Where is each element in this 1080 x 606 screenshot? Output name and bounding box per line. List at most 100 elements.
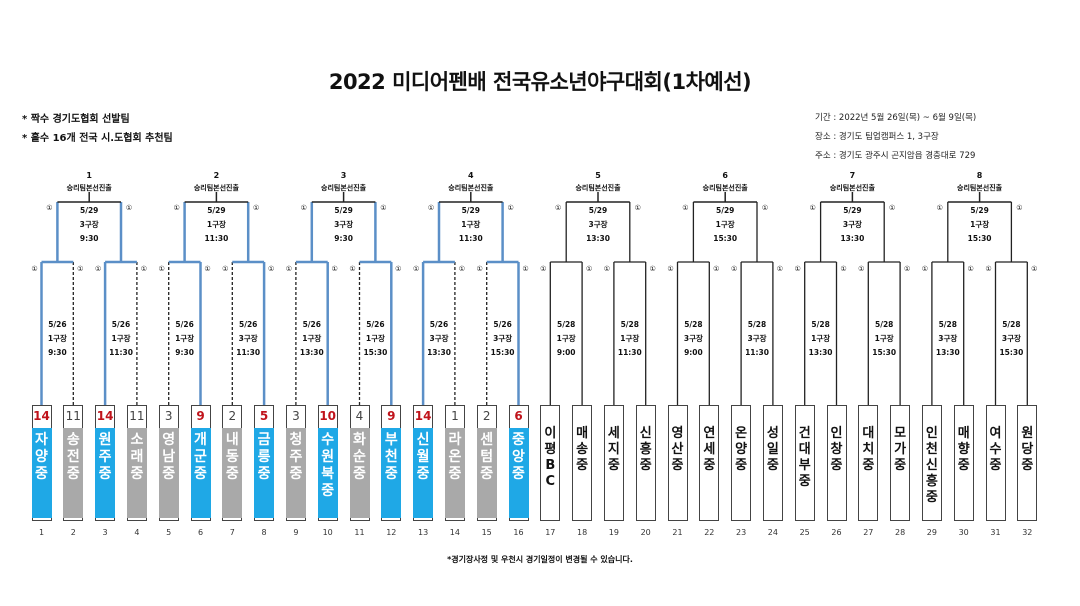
round-marker: ① — [77, 265, 83, 273]
round-marker: ① — [731, 265, 737, 273]
team-box-27 — [858, 405, 879, 521]
match-info: 3구장 — [429, 333, 448, 343]
team-score: 6 — [514, 409, 523, 423]
round-marker: ① — [126, 204, 132, 212]
round-marker: ① — [413, 265, 419, 273]
team-score: 14 — [33, 409, 50, 423]
match-info: 1구장 — [366, 333, 385, 343]
team-score: 3 — [292, 409, 300, 423]
match-info: 11:30 — [618, 348, 642, 357]
group-number: 4 — [468, 171, 474, 180]
round-marker: ① — [635, 204, 641, 212]
match-info: 9:00 — [684, 348, 703, 357]
match-info: 13:30 — [300, 348, 324, 357]
match-info: 1구장 — [875, 333, 894, 343]
match-info: 1구장 — [175, 333, 194, 343]
round-marker: ① — [840, 265, 846, 273]
match-info: 11:30 — [109, 348, 133, 357]
group-number: 6 — [722, 171, 728, 180]
group-number: 8 — [977, 171, 983, 180]
group-number: 2 — [214, 171, 220, 180]
slot-number: 9 — [293, 528, 299, 537]
slot-number: 21 — [672, 528, 683, 537]
final-info: 5/29 — [970, 206, 988, 215]
round-marker: ① — [332, 265, 338, 273]
round-marker: ① — [1031, 265, 1037, 273]
group-number: 1 — [86, 171, 92, 180]
team-score: 14 — [414, 409, 432, 423]
match-info: 5/26 — [175, 320, 193, 329]
team-box-31 — [985, 405, 1006, 521]
advance-label: 승리팀본선진출 — [194, 183, 240, 192]
round-marker: ① — [507, 204, 513, 212]
match-info: 5/28 — [621, 320, 639, 329]
final-info: 5/29 — [80, 206, 98, 215]
slot-number: 20 — [640, 528, 651, 537]
team-box-24 — [762, 405, 783, 521]
match-info: 5/26 — [493, 320, 511, 329]
team-score: 2 — [482, 409, 491, 423]
info-venue: 장소 : 경기도 팀업캠퍼스 1, 3구장 — [815, 132, 939, 142]
round-marker: ① — [459, 265, 465, 273]
round-marker: ① — [268, 265, 274, 273]
final-info: 1구장 — [461, 219, 480, 229]
final-info: 1구장 — [716, 219, 735, 229]
slot-number: 3 — [102, 528, 108, 537]
final-info: 15:30 — [713, 234, 737, 243]
info-period: 기간 : 2022년 5월 26일(목) ~ 6월 9일(목) — [815, 113, 977, 123]
round-marker: ① — [809, 204, 815, 212]
match-info: 15:30 — [872, 348, 896, 357]
team-box-30 — [953, 405, 974, 521]
slot-number: 11 — [354, 528, 365, 537]
round-marker: ① — [31, 265, 37, 273]
round-marker: ① — [650, 265, 656, 273]
round-marker: ① — [173, 204, 179, 212]
match-info: 15:30 — [491, 348, 515, 357]
team-box-26 — [826, 405, 847, 521]
round-marker: ① — [555, 204, 561, 212]
slot-number: 8 — [261, 528, 267, 537]
match-info: 13:30 — [427, 348, 451, 357]
team-score: 2 — [228, 409, 237, 423]
slot-number: 25 — [799, 528, 810, 537]
slot-number: 32 — [1022, 528, 1033, 537]
match-info: 5/28 — [557, 320, 575, 329]
round-marker: ① — [159, 265, 165, 273]
team-score: 3 — [164, 409, 173, 423]
match-info: 5/28 — [748, 320, 766, 329]
match-info: 5/26 — [366, 320, 384, 329]
match-info: 1구장 — [302, 333, 321, 343]
match-info: 13:30 — [936, 348, 960, 357]
round-marker: ① — [522, 265, 528, 273]
round-marker: ① — [682, 204, 688, 212]
round-marker: ① — [95, 265, 101, 273]
team-score: 1 — [451, 409, 459, 423]
team-score: 11 — [129, 409, 145, 423]
round-marker: ① — [349, 265, 355, 273]
round-marker: ① — [222, 265, 228, 273]
group-number: 7 — [850, 171, 856, 180]
final-info: 5/29 — [462, 206, 480, 215]
team-box-17 — [540, 405, 561, 521]
info-address: 주소 : 경기도 광주시 곤지암읍 경충대로 729 — [815, 151, 976, 161]
final-info: 11:30 — [459, 234, 483, 243]
match-info: 11:30 — [236, 348, 260, 357]
slot-number: 2 — [70, 528, 76, 537]
match-info: 1구장 — [48, 333, 67, 343]
round-marker: ① — [380, 204, 386, 212]
team-box-20 — [635, 405, 656, 521]
round-marker: ① — [477, 265, 483, 273]
